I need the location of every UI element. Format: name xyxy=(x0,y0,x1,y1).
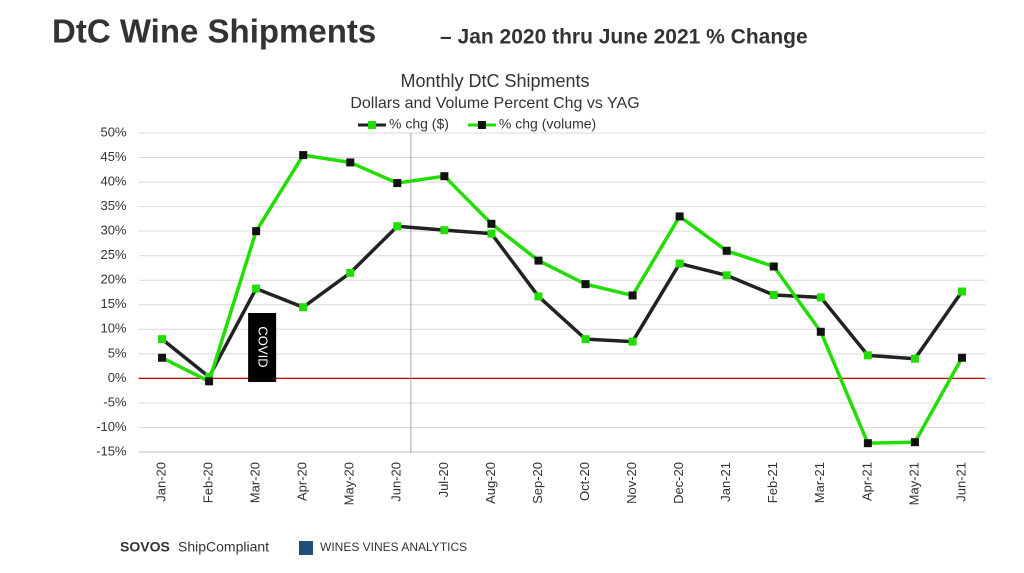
data-point xyxy=(346,268,355,277)
data-point xyxy=(816,293,825,302)
annotation-box xyxy=(248,313,277,382)
y-tick-label: -15% xyxy=(96,443,127,458)
series-line xyxy=(161,153,964,445)
data-point xyxy=(534,292,543,301)
data-point xyxy=(581,280,590,289)
y-tick-label: 35% xyxy=(100,198,126,213)
x-tick-label: May-21 xyxy=(906,462,921,505)
x-tick-label: Sep-20 xyxy=(530,462,545,504)
x-tick-label: Oct-20 xyxy=(577,462,592,501)
data-point xyxy=(957,287,966,296)
x-tick-label: Jun-21 xyxy=(953,462,968,502)
legend-label: % chg (volume) xyxy=(499,116,596,132)
partner-logo xyxy=(299,541,313,555)
y-tick-label: -10% xyxy=(96,419,127,434)
data-point xyxy=(299,303,308,312)
data-point xyxy=(205,377,214,386)
data-point xyxy=(158,353,167,362)
legend-label: % chg ($) xyxy=(389,116,449,132)
page-title: DtC Wine Shipments xyxy=(52,13,376,50)
y-tick-label: 20% xyxy=(100,272,126,287)
data-point xyxy=(346,158,355,167)
data-point xyxy=(252,284,261,293)
x-tick-label: May-20 xyxy=(342,462,357,505)
x-tick-label: Feb-21 xyxy=(765,462,780,503)
footer-product: ShipCompliant xyxy=(178,539,269,555)
data-point xyxy=(440,226,449,235)
data-point xyxy=(863,439,872,448)
data-point xyxy=(863,351,872,360)
footer-brand: SOVOS xyxy=(120,539,170,555)
x-tick-label: Mar-21 xyxy=(812,462,827,503)
data-point xyxy=(487,219,496,228)
data-point xyxy=(722,271,731,280)
footer-partner: WINES VINES ANALYTICS xyxy=(320,540,467,554)
data-point xyxy=(628,337,637,346)
page-subtitle: – Jan 2020 thru June 2021 % Change xyxy=(440,26,808,49)
data-point xyxy=(299,151,308,160)
x-tick-label: Nov-20 xyxy=(624,462,639,504)
data-point xyxy=(957,353,966,362)
data-point xyxy=(393,222,402,231)
series-line xyxy=(160,224,964,379)
data-point xyxy=(534,256,543,265)
data-point xyxy=(628,291,637,300)
data-point xyxy=(816,327,825,336)
data-point xyxy=(252,227,261,236)
data-point xyxy=(393,179,402,188)
x-tick-label: Apr-20 xyxy=(295,462,310,501)
chart-subtitle: Dollars and Volume Percent Chg vs YAG xyxy=(350,95,639,112)
x-tick-label: Mar-20 xyxy=(248,462,263,503)
x-tick-label: Jan-20 xyxy=(153,462,168,502)
data-point xyxy=(205,372,214,381)
data-point xyxy=(769,262,778,271)
y-tick-label: 45% xyxy=(100,149,126,164)
data-point xyxy=(910,438,919,447)
x-tick-label: Feb-20 xyxy=(201,462,216,503)
data-point xyxy=(769,290,778,299)
y-tick-label: 5% xyxy=(108,345,127,360)
y-tick-label: 15% xyxy=(100,296,126,311)
chart-title: Monthly DtC Shipments xyxy=(400,71,589,91)
data-point xyxy=(440,172,449,181)
x-tick-label: Apr-21 xyxy=(859,462,874,501)
data-point xyxy=(487,229,496,238)
y-tick-label: -5% xyxy=(103,394,127,409)
x-tick-label: Jun-20 xyxy=(389,462,404,502)
legend-marker xyxy=(477,121,486,129)
y-tick-label: 0% xyxy=(108,370,127,385)
data-point xyxy=(675,212,684,221)
y-tick-label: 40% xyxy=(100,174,126,189)
x-tick-label: Aug-20 xyxy=(483,462,498,504)
data-point xyxy=(581,335,590,344)
y-tick-label: 25% xyxy=(100,247,126,262)
y-tick-label: 30% xyxy=(100,223,126,238)
data-point xyxy=(722,246,731,255)
x-tick-label: Jul-20 xyxy=(436,462,451,497)
x-tick-label: Jan-21 xyxy=(718,462,733,502)
legend-marker xyxy=(368,121,376,129)
data-point xyxy=(910,354,919,363)
data-point xyxy=(675,259,684,268)
x-tick-label: Dec-20 xyxy=(671,462,686,504)
y-tick-label: 10% xyxy=(100,321,126,336)
data-point xyxy=(158,335,167,344)
annotation: COVID xyxy=(256,326,271,367)
y-tick-label: 50% xyxy=(100,124,126,139)
